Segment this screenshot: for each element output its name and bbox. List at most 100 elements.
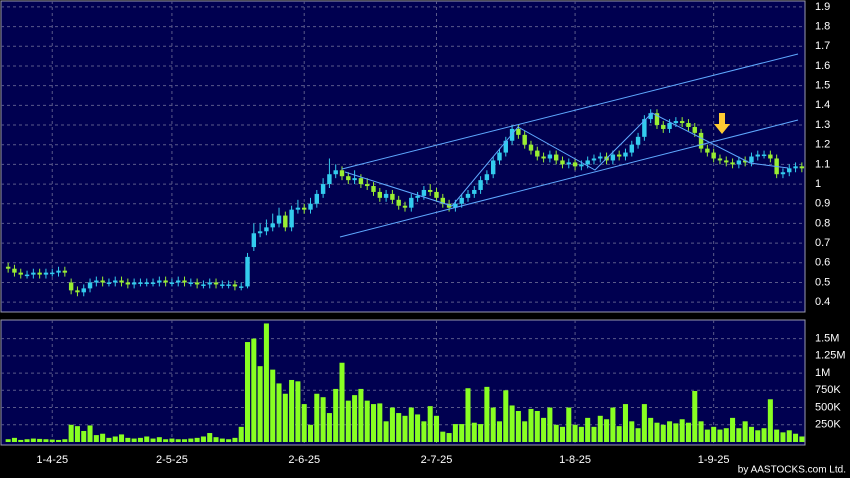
candle-body [453, 203, 458, 208]
volume-bar [503, 390, 509, 442]
volume-bar [433, 415, 440, 442]
candle-body [535, 150, 540, 157]
volume-bar [541, 417, 547, 442]
candle-body [616, 154, 622, 157]
candle-body [390, 193, 395, 200]
candle-body [94, 280, 99, 283]
candle-body [497, 152, 502, 161]
y-tick-label: 0.5 [815, 276, 830, 288]
volume-bar [515, 410, 521, 442]
candle-body [289, 209, 294, 228]
candle-body [446, 203, 452, 208]
candle-body [106, 282, 112, 284]
candle-body [371, 186, 376, 192]
candle-body [648, 113, 653, 120]
volume-bar [528, 408, 534, 442]
candle-body [566, 162, 571, 165]
volume-bar [597, 415, 603, 442]
volume-bar [604, 419, 610, 442]
candle-body [24, 274, 30, 277]
x-tick-label: 2-5-25 [156, 454, 188, 466]
candle-body [251, 233, 257, 248]
volume-tick-label: 750K [815, 384, 841, 396]
channel-upper [341, 53, 799, 170]
volume-bar [188, 438, 194, 442]
volume-bar [559, 426, 565, 442]
candle-body [68, 282, 74, 291]
candle-body [579, 164, 584, 167]
volume-bar [408, 407, 414, 442]
volume-bar [383, 421, 389, 442]
volume-bar [421, 421, 427, 442]
volume-bar [736, 428, 742, 442]
candle-body [799, 166, 805, 169]
candle-body [434, 191, 439, 198]
candle-body [661, 125, 666, 129]
candle-body [528, 144, 534, 151]
volume-bar [377, 403, 383, 442]
candle-body [629, 144, 634, 153]
candle-body [421, 189, 427, 196]
volume-bar [774, 429, 780, 442]
volume-bar [263, 323, 269, 442]
volume-bar [648, 417, 654, 442]
candle-body [302, 207, 307, 210]
volume-tick-label: 1.25M [815, 350, 846, 362]
candle-body [541, 156, 546, 159]
volume-bar [490, 407, 496, 442]
channel-lower [339, 119, 799, 238]
candle-body [87, 282, 93, 289]
volume-bar [616, 426, 622, 442]
volume-bar [289, 379, 295, 442]
candle-body [553, 154, 559, 161]
volume-bar [150, 438, 156, 442]
candle-body [62, 270, 68, 273]
candle-body [213, 282, 219, 285]
volume-bar [106, 437, 112, 442]
candle-body [81, 288, 86, 293]
candle-body [125, 282, 131, 285]
volume-bar [660, 424, 666, 442]
candle-body [591, 158, 597, 161]
candle-body [724, 160, 729, 163]
candle-body [113, 280, 118, 283]
volume-bar [698, 421, 704, 442]
volume-tick-label: 500K [815, 401, 841, 413]
y-tick-label: 1.6 [815, 60, 830, 72]
volume-bar [711, 426, 717, 442]
volume-bar [786, 430, 792, 442]
volume-bar [459, 424, 465, 442]
volume-bar [137, 437, 143, 442]
y-tick-label: 1.2 [815, 139, 830, 151]
candle-body [459, 197, 464, 204]
y-tick-label: 0.4 [815, 296, 830, 308]
y-tick-label: 0.7 [815, 237, 830, 249]
volume-bar [641, 404, 647, 442]
candle-body [75, 290, 80, 293]
candle-body [320, 184, 326, 194]
volume-bar [352, 395, 358, 442]
candle-body [742, 160, 748, 163]
y-tick-label: 1.8 [815, 21, 830, 33]
volume-bar [748, 426, 754, 442]
volume-bar [68, 424, 74, 442]
volume-bar [81, 430, 87, 442]
volume-bar [389, 407, 395, 442]
candle-body [270, 223, 275, 228]
volume-bar [245, 342, 251, 442]
volume-bar [74, 426, 80, 442]
candle-body [327, 174, 332, 185]
volume-bar [667, 421, 673, 442]
candle-body [635, 136, 641, 145]
candle-body [642, 119, 647, 137]
volume-bar [685, 422, 691, 442]
candle-body [50, 272, 55, 275]
x-tick-label: 1-9-25 [698, 454, 730, 466]
volume-bar [799, 436, 805, 442]
candle-body [623, 152, 628, 157]
volume-bar [478, 424, 484, 442]
candle-body [761, 154, 767, 157]
volume-bar [704, 429, 710, 442]
volume-bar [200, 436, 206, 442]
volume-bar [93, 435, 99, 442]
